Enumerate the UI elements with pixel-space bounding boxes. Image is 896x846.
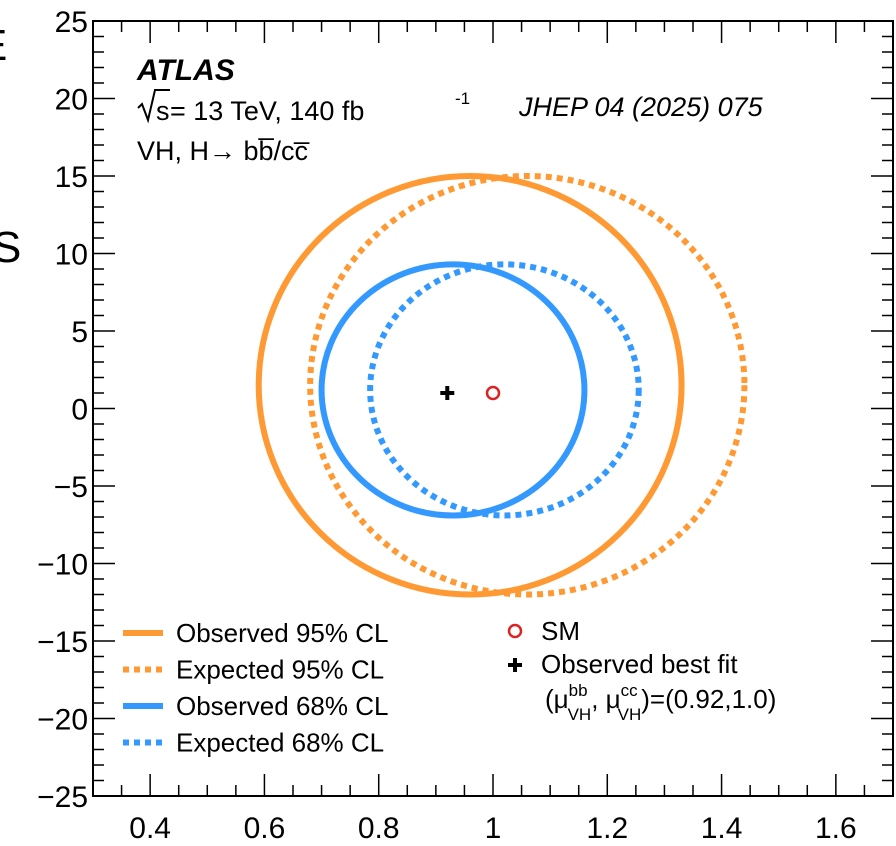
legend: Observed 95% CL Expected 95% CL Observed 6… (123, 618, 388, 758)
energy-s: s (156, 96, 170, 126)
legend-label: Expected 95% CL (176, 655, 384, 685)
y-tick-label: 5 (71, 316, 88, 349)
contour-expected-68-cl (367, 261, 642, 519)
x-tick-labels: 0.4 0.6 0.8 1 1.2 1.4 1.6 (129, 812, 856, 845)
legend-points: SM Observed best fit (μbb VH, μcc VH)=(0.9… (507, 616, 776, 724)
y-tick-label: 25 (55, 6, 88, 39)
sm-marker-legend (507, 623, 523, 639)
y-tick-label: 15 (55, 161, 88, 194)
legend-label: Observed 68% CL (176, 691, 388, 721)
atlas-label: ATLAS (136, 54, 235, 87)
x-tick-label: 0.8 (358, 812, 400, 845)
legend-bestfit-values: (μbb VH, μcc VH)=(0.92,1.0) (545, 681, 776, 724)
x-tick-label: 1.2 (586, 812, 628, 845)
edge-char-middle: S (0, 223, 21, 272)
y-tick-labels: 25 20 15 10 5 0 −5 −10 −15 −20 −25 (37, 6, 88, 814)
x-tick-label: 1.4 (701, 812, 743, 845)
y-tick-label: 20 (55, 84, 88, 117)
energy-label: s = 13 TeV, 140 fb -1 (137, 89, 470, 126)
process-label: VH, H→ bb̅/cc̅ (137, 136, 310, 166)
y-tick-label: −5 (54, 471, 88, 504)
axis-ticks (92, 20, 894, 797)
best-fit-marker-legend (508, 658, 522, 672)
x-tick-label: 1 (485, 812, 502, 845)
legend-label: Observed 95% CL (176, 618, 388, 648)
edge-char-top: E (0, 21, 7, 70)
legend-sm-label: SM (541, 616, 580, 646)
y-tick-label: 0 (71, 394, 88, 427)
contour-observed-95-cl (255, 173, 685, 598)
legend-bestfit-label: Observed best fit (541, 649, 738, 679)
energy-rest: = 13 TeV, 140 fb (170, 96, 364, 126)
lumi-superscript: -1 (455, 89, 470, 108)
y-tick-label: −25 (37, 781, 88, 814)
sqrt-sign (137, 89, 170, 124)
journal-label: JHEP 04 (2025) 075 (518, 92, 764, 122)
x-tick-label: 0.4 (129, 812, 171, 845)
y-tick-label: −20 (37, 704, 88, 737)
legend-label: Expected 68% CL (176, 728, 384, 758)
y-tick-label: −10 (37, 549, 88, 582)
x-tick-label: 1.6 (815, 812, 857, 845)
y-tick-label: 10 (55, 239, 88, 272)
contour-expected-95-cl (307, 173, 748, 598)
x-tick-label: 0.6 (244, 812, 286, 845)
y-tick-label: −15 (37, 626, 88, 659)
contour-observed-68-cl (318, 261, 588, 519)
sm-point (485, 385, 501, 401)
best-fit-point (440, 386, 455, 400)
